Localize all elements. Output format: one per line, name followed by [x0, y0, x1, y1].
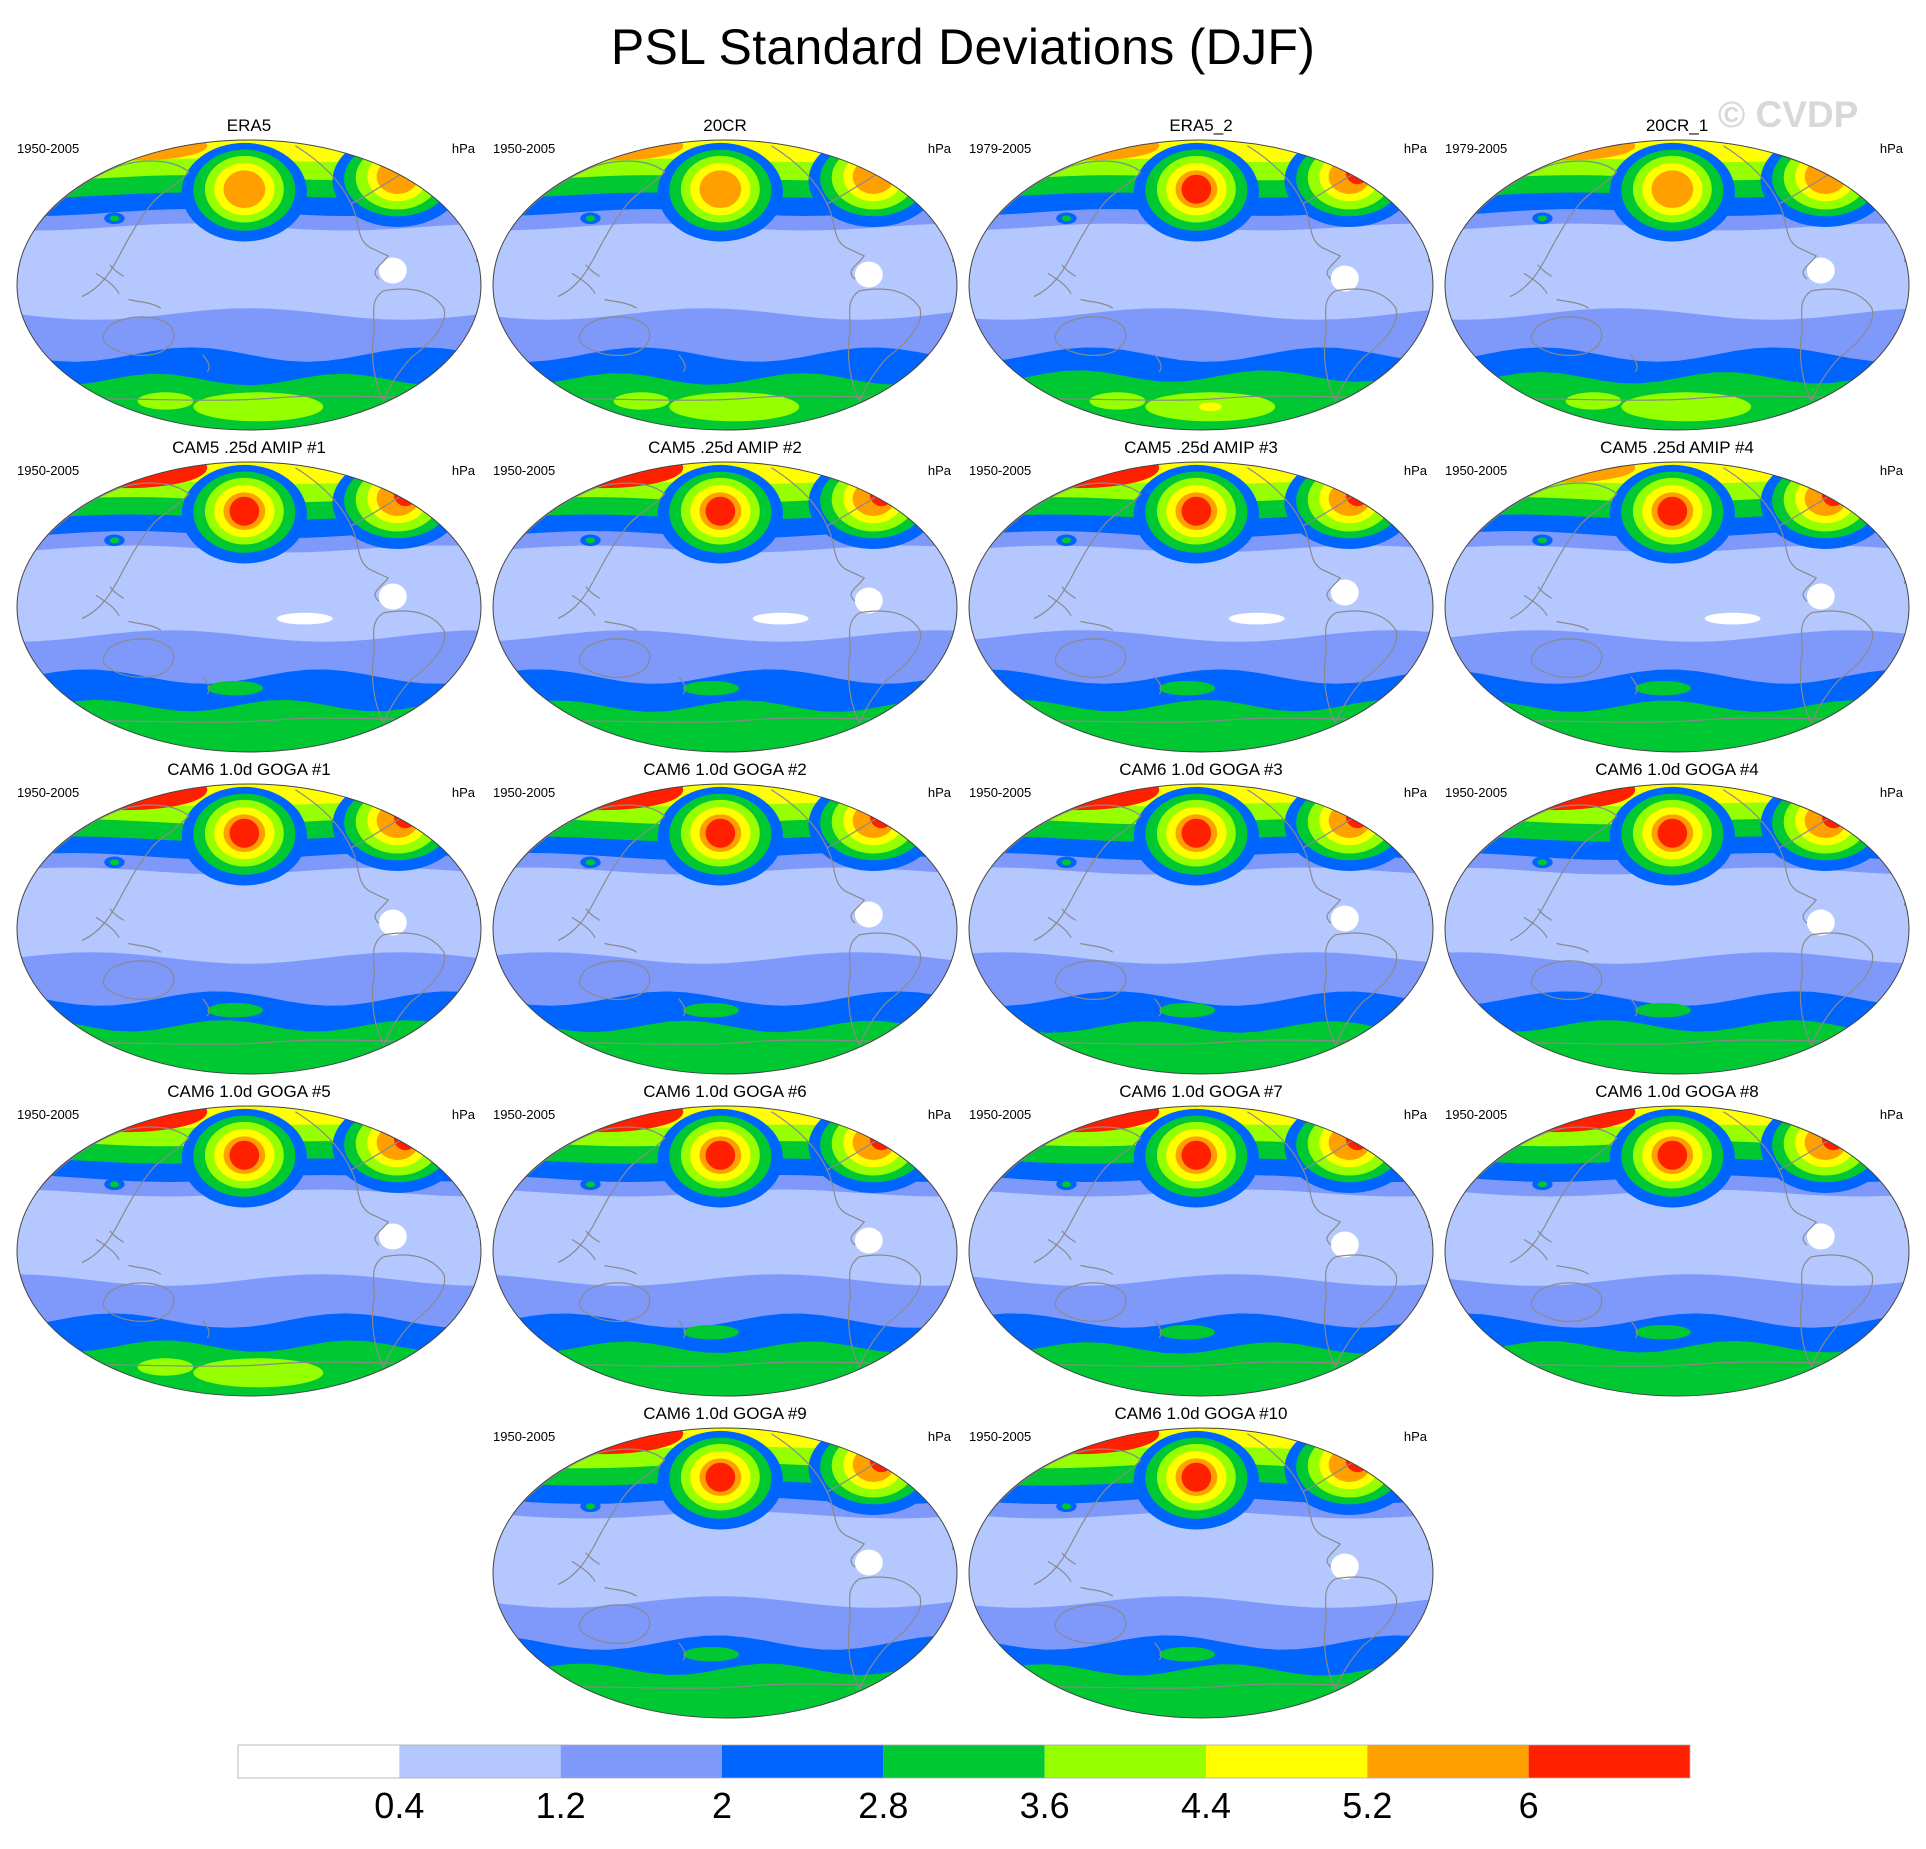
panel-units: hPa [928, 463, 952, 478]
map-border [16, 783, 482, 1075]
panel-title: CAM6 1.0d GOGA #3 [1119, 760, 1282, 779]
panel-title: ERA5 [227, 116, 271, 135]
panel-units: hPa [1404, 463, 1428, 478]
colorbar-frame [237, 1744, 1691, 1779]
map-border [16, 461, 482, 753]
panel-title: CAM6 1.0d GOGA #4 [1595, 760, 1758, 779]
panel-period: 1950-2005 [969, 1429, 1031, 1444]
panel-units: hPa [928, 1107, 952, 1122]
panel-period: 1950-2005 [1445, 1107, 1507, 1122]
panel-period: 1950-2005 [493, 1429, 555, 1444]
map-panel: CAM6 1.0d GOGA #4 1950-2005 hPa [1444, 760, 1910, 1075]
map-border [492, 1427, 958, 1719]
panel-title: CAM6 1.0d GOGA #5 [167, 1082, 330, 1101]
colorbar-label: 2 [712, 1785, 732, 1826]
map-border [492, 461, 958, 753]
map-border [968, 1427, 1434, 1719]
panel-title: CAM5 .25d AMIP #4 [1600, 438, 1754, 457]
panel-period: 1950-2005 [969, 463, 1031, 478]
figure-title: PSL Standard Deviations (DJF) [610, 19, 1316, 75]
colorbar-label: 2.8 [858, 1785, 908, 1826]
map-border [16, 139, 482, 431]
panel-units: hPa [928, 1429, 952, 1444]
colorbar-label: 1.2 [536, 1785, 586, 1826]
colorbar-swatch [1044, 1745, 1206, 1778]
map-border [968, 461, 1434, 753]
panel-title: CAM6 1.0d GOGA #9 [643, 1404, 806, 1423]
panel-units: hPa [452, 463, 476, 478]
map-border [968, 1105, 1434, 1397]
panel-units: hPa [928, 141, 952, 156]
panel-title: CAM6 1.0d GOGA #6 [643, 1082, 806, 1101]
panel-title: CAM6 1.0d GOGA #7 [1119, 1082, 1282, 1101]
colorbar-label: 3.6 [1020, 1785, 1070, 1826]
panel-period: 1950-2005 [1445, 785, 1507, 800]
panel-title: CAM5 .25d AMIP #1 [172, 438, 326, 457]
panel-period: 1950-2005 [1445, 463, 1507, 478]
colorbar-swatch [238, 1745, 400, 1778]
panel-units: hPa [1880, 463, 1904, 478]
map-border [968, 139, 1434, 431]
colorbar-label: 6 [1519, 1785, 1539, 1826]
panel-units: hPa [1880, 785, 1904, 800]
panel-units: hPa [1404, 141, 1428, 156]
colorbar-swatch [1206, 1745, 1368, 1778]
panel-units: hPa [1404, 785, 1428, 800]
panel-period: 1950-2005 [493, 1107, 555, 1122]
panel-period: 1950-2005 [969, 1107, 1031, 1122]
panel-title: 20CR [703, 116, 746, 135]
colorbar-swatch [1528, 1745, 1690, 1778]
panel-title: CAM5 .25d AMIP #3 [1124, 438, 1278, 457]
panel-title: CAM5 .25d AMIP #2 [648, 438, 802, 457]
panel-units: hPa [452, 141, 476, 156]
colorbar-label: 5.2 [1342, 1785, 1392, 1826]
panel-title: 20CR_1 [1646, 116, 1708, 135]
panel-period: 1950-2005 [17, 141, 79, 156]
panel-units: hPa [452, 1107, 476, 1122]
panel-title: ERA5_2 [1169, 116, 1232, 135]
map-border [492, 1105, 958, 1397]
panel-units: hPa [1880, 141, 1904, 156]
panel-units: hPa [1880, 1107, 1904, 1122]
panel-period: 1950-2005 [969, 785, 1031, 800]
panel-title: CAM6 1.0d GOGA #2 [643, 760, 806, 779]
panel-title: CAM6 1.0d GOGA #1 [167, 760, 330, 779]
cvdp-watermark: © CVDP [1718, 94, 1859, 135]
colorbar-swatch [560, 1745, 722, 1778]
panel-units: hPa [1404, 1107, 1428, 1122]
panel-units: hPa [928, 785, 952, 800]
map-border [968, 783, 1434, 1075]
panel-period: 1950-2005 [17, 463, 79, 478]
panel-period: 1950-2005 [493, 141, 555, 156]
map-border [16, 1105, 482, 1397]
panel-period: 1950-2005 [493, 463, 555, 478]
map-border [1444, 1105, 1910, 1397]
panel-title: CAM6 1.0d GOGA #8 [1595, 1082, 1758, 1101]
colorbar-label: 4.4 [1181, 1785, 1231, 1826]
colorbar-swatch [883, 1745, 1045, 1778]
map-border [1444, 461, 1910, 753]
panel-period: 1950-2005 [17, 1107, 79, 1122]
colorbar-label: 0.4 [374, 1785, 424, 1826]
panel-period: 1979-2005 [969, 141, 1031, 156]
panel-title: CAM6 1.0d GOGA #10 [1115, 1404, 1288, 1423]
panel-period: 1950-2005 [493, 785, 555, 800]
colorbar-swatch [399, 1745, 561, 1778]
colorbar-swatch [722, 1745, 884, 1778]
panel-period: 1950-2005 [17, 785, 79, 800]
map-border [1444, 783, 1910, 1075]
map-border [492, 139, 958, 431]
map-border [492, 783, 958, 1075]
map-border [1444, 139, 1910, 431]
panel-period: 1979-2005 [1445, 141, 1507, 156]
colorbar-swatch [1367, 1745, 1529, 1778]
panel-units: hPa [452, 785, 476, 800]
panel-units: hPa [1404, 1429, 1428, 1444]
map-field [1445, 784, 1909, 1074]
